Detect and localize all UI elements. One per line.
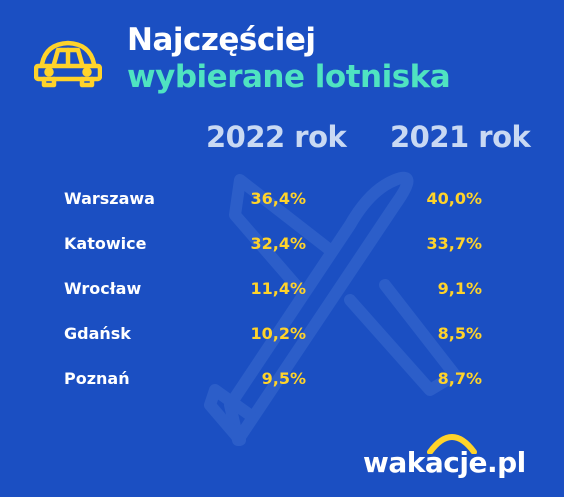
table-row: Wrocław 11,4% 9,1%: [0, 274, 564, 304]
column-header-2021: 2021 rok: [390, 120, 531, 154]
brand-logo: wakacje.pl: [363, 446, 526, 479]
title-line-1: Najczęściej: [127, 22, 316, 58]
column-header-2022: 2022 rok: [206, 120, 347, 154]
value-2022: 36,4%: [250, 189, 306, 208]
row-label: Poznań: [64, 369, 130, 388]
sun-arc-icon: [427, 434, 477, 454]
row-label: Warszawa: [64, 189, 155, 208]
row-label: Gdańsk: [64, 324, 131, 343]
row-label: Katowice: [64, 234, 147, 253]
value-2022: 9,5%: [261, 369, 306, 388]
value-2022: 32,4%: [250, 234, 306, 253]
value-2022: 10,2%: [250, 324, 306, 343]
row-label: Wrocław: [64, 279, 142, 298]
title-line-2: wybierane lotniska: [127, 59, 451, 95]
table-row: Gdańsk 10,2% 8,5%: [0, 319, 564, 349]
value-2021: 9,1%: [437, 279, 482, 298]
value-2021: 40,0%: [426, 189, 482, 208]
table-row: Katowice 32,4% 33,7%: [0, 229, 564, 259]
value-2021: 8,5%: [437, 324, 482, 343]
car-icon: [34, 40, 102, 88]
table-row: Warszawa 36,4% 40,0%: [0, 184, 564, 214]
table-row: Poznań 9,5% 8,7%: [0, 364, 564, 394]
value-2022: 11,4%: [250, 279, 306, 298]
value-2021: 33,7%: [426, 234, 482, 253]
value-2021: 8,7%: [437, 369, 482, 388]
